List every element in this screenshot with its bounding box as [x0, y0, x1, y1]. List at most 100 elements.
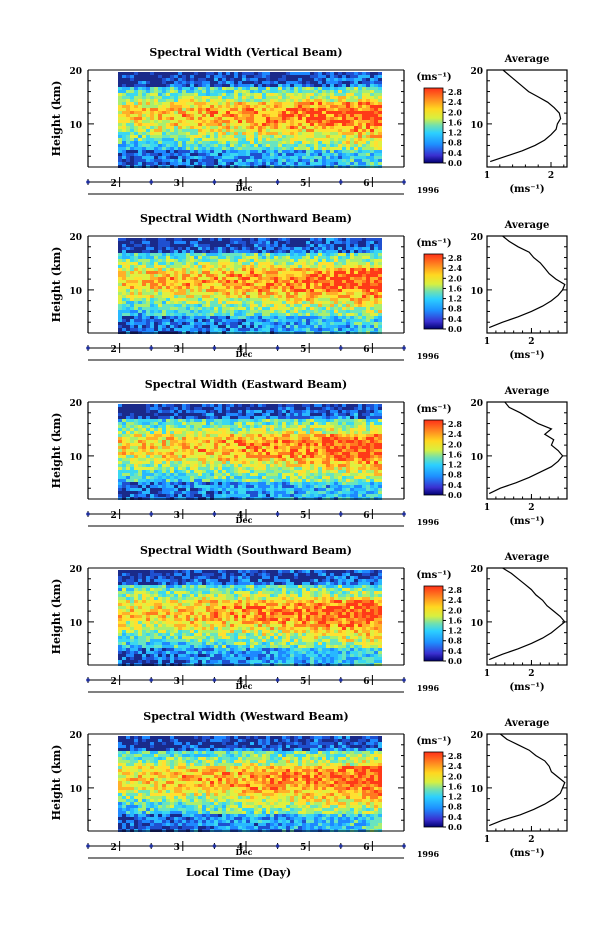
time-marker: [275, 346, 280, 350]
time-marker: [86, 844, 90, 848]
panel-title: Spectral Width (Eastward Beam): [145, 378, 347, 391]
time-marker: [339, 844, 343, 848]
colorbar-unit: (ms⁻¹): [416, 570, 451, 581]
colorbar-tick-label: 1.6: [448, 781, 462, 791]
panel-title: Spectral Width (Southward Beam): [140, 544, 352, 557]
panel-title: Spectral Width (Westward Beam): [143, 710, 348, 723]
profile-title: Average: [504, 386, 550, 397]
time-marker: [86, 512, 90, 516]
colorbar-tick-label: 0.8: [448, 304, 462, 314]
colorbar-tick-label: 0.8: [448, 470, 462, 480]
colorbar-tick-label: 0.0: [448, 822, 462, 832]
panel-title: Spectral Width (Vertical Beam): [149, 46, 342, 59]
profile-y-tick-label: 10: [470, 619, 483, 629]
x-tick-label: 5: [300, 179, 306, 189]
x-tick-label: 2: [110, 511, 116, 521]
x-axis-label: Dec: [236, 349, 253, 359]
time-marker: [212, 844, 217, 848]
colorbar-tick-label: 0.0: [448, 490, 462, 500]
profile-x-tick-label: 2: [528, 669, 534, 679]
x-tick-label: 2: [110, 345, 116, 355]
profile-x-tick-label: 1: [484, 337, 490, 347]
colorbar-tick-label: 2.4: [448, 595, 462, 605]
colorbar-tick-label: 2.4: [448, 263, 462, 273]
x-tick-label: 3: [174, 511, 180, 521]
y-tick-label: 10: [69, 287, 82, 297]
colorbar-tick-label: 0.4: [448, 812, 462, 822]
time-marker: [86, 180, 90, 184]
y-axis-label: Height (km): [50, 81, 63, 157]
profile-frame: [486, 235, 568, 334]
year-label: 1996: [417, 517, 440, 527]
x-axis-label: Dec: [236, 681, 253, 691]
x-tick-label: 4: [237, 345, 243, 355]
profile-y-tick-label: 20: [470, 565, 483, 575]
y-tick-label: 20: [69, 565, 82, 575]
time-marker: [339, 512, 343, 516]
profile-x-tick-label: 2: [548, 171, 554, 181]
x-tick-label: 2: [110, 179, 116, 189]
x-tick-label: 4: [237, 843, 243, 853]
x-tick-label: 5: [300, 843, 306, 853]
panel-2: Spectral Width (Eastward Beam) 10 20 Height…: [50, 378, 568, 527]
profile-y-tick-label: 20: [470, 399, 483, 409]
x-tick-label: 2: [110, 677, 116, 687]
colorbar-tick-label: 0.4: [448, 148, 462, 158]
time-marker: [149, 346, 153, 350]
colorbar-tick-label: 1.6: [448, 283, 462, 293]
profile-x-tick-label: 2: [528, 337, 534, 347]
time-marker: [212, 180, 217, 184]
time-marker: [86, 346, 90, 350]
profile-x-tick-label: 2: [528, 503, 534, 513]
year-label: 1996: [417, 849, 440, 859]
profile-frame: [486, 733, 568, 832]
x-tick-label: 5: [300, 511, 306, 521]
time-marker: [275, 844, 280, 848]
colorbar-tick-label: 0.8: [448, 636, 462, 646]
colorbar-tick-label: 2.4: [448, 761, 462, 771]
x-tick-label: 5: [300, 677, 306, 687]
colorbar-tick-label: 2.0: [448, 439, 462, 449]
colorbar-tick-label: 2.0: [448, 771, 462, 781]
colorbar-tick-label: 2.0: [448, 605, 462, 615]
x-tick-label: 2: [110, 843, 116, 853]
year-label: 1996: [417, 683, 440, 693]
y-tick-label: 20: [69, 233, 82, 243]
colorbar-tick-label: 2.8: [448, 419, 462, 429]
profile-x-label: (ms⁻¹): [509, 184, 544, 195]
colorbar: [423, 751, 444, 828]
time-marker: [86, 678, 90, 682]
colorbar-tick-label: 2.8: [448, 751, 462, 761]
profile-x-tick-label: 1: [484, 669, 490, 679]
x-tick-label: 6: [363, 677, 369, 687]
x-tick-label: 4: [237, 179, 243, 189]
x-axis-label: Dec: [236, 515, 253, 525]
footer-xlabel: Local Time (Day): [186, 866, 292, 879]
colorbar-tick-label: 0.8: [448, 802, 462, 812]
profile-title: Average: [504, 54, 550, 65]
time-marker: [149, 180, 153, 184]
time-marker: [149, 844, 153, 848]
profile-title: Average: [504, 552, 550, 563]
profile-line: [490, 69, 562, 163]
colorbar-tick-label: 1.2: [448, 460, 462, 470]
colorbar-tick-label: 1.6: [448, 117, 462, 127]
x-tick-label: 3: [174, 179, 180, 189]
colorbar-tick-label: 1.2: [448, 626, 462, 636]
colorbar: [423, 585, 444, 662]
colorbar-tick-label: 2.4: [448, 429, 462, 439]
profile-frame: [486, 401, 568, 500]
colorbar-unit: (ms⁻¹): [416, 72, 451, 83]
profile-title: Average: [504, 220, 550, 231]
profile-x-tick-label: 2: [528, 835, 534, 845]
colorbar-tick-label: 2.0: [448, 107, 462, 117]
panel-4: Spectral Width (Westward Beam) 10 20 Height…: [50, 710, 568, 859]
x-tick-label: 6: [363, 179, 369, 189]
colorbar-tick-label: 1.2: [448, 792, 462, 802]
colorbar-tick-label: 1.6: [448, 449, 462, 459]
x-tick-label: 6: [363, 843, 369, 853]
profile-y-tick-label: 20: [470, 67, 483, 77]
colorbar-tick-label: 1.2: [448, 128, 462, 138]
time-marker: [212, 512, 217, 516]
